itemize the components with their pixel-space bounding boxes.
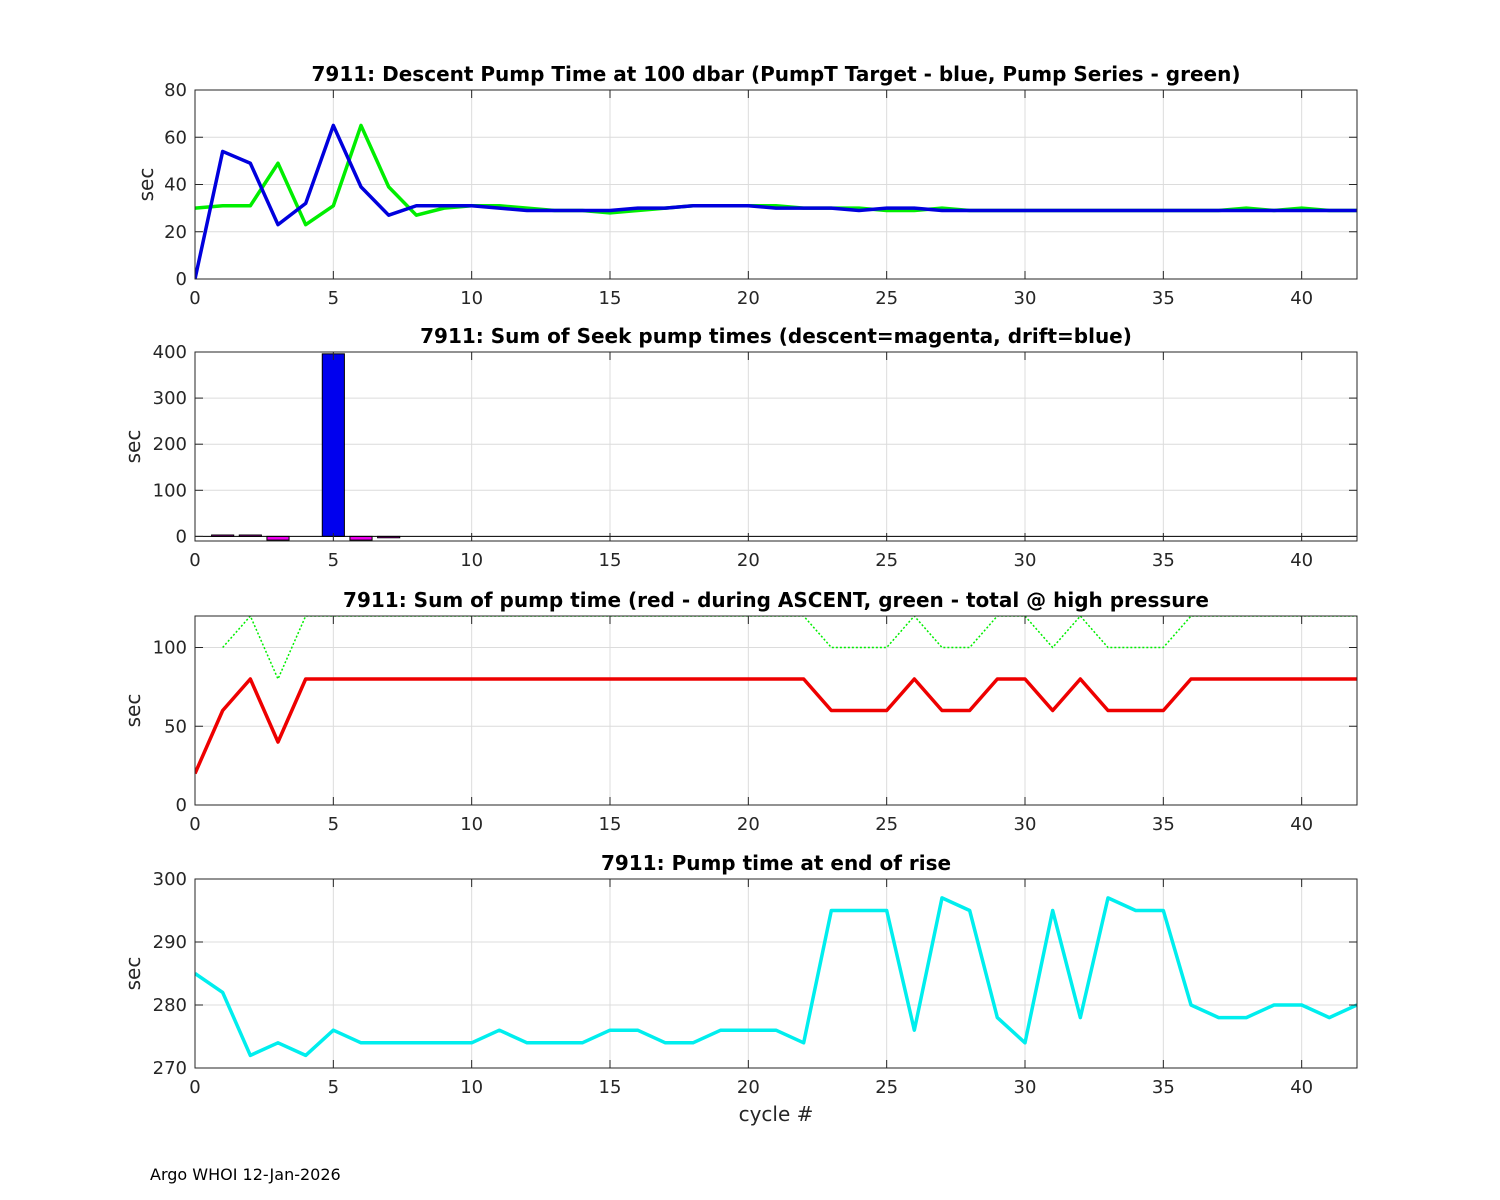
y-axis-label: sec <box>121 430 145 464</box>
x-tick-label: 10 <box>460 550 483 571</box>
x-tick-label: 35 <box>1152 814 1175 835</box>
y-tick-label: 60 <box>164 127 187 148</box>
y-tick-label: 40 <box>164 175 187 196</box>
x-tick-label: 40 <box>1290 288 1313 309</box>
x-tick-label: 30 <box>1014 288 1037 309</box>
x-tick-label: 35 <box>1152 288 1175 309</box>
y-tick-label: 50 <box>164 716 187 737</box>
footer-credit: Argo WHOI 12-Jan-2026 <box>150 1165 341 1184</box>
chart-title: 7911: Descent Pump Time at 100 dbar (Pum… <box>312 62 1241 86</box>
x-tick-label: 30 <box>1014 814 1037 835</box>
x-tick-label: 40 <box>1290 1077 1313 1098</box>
plot-marks <box>195 123 1357 279</box>
plot-area <box>195 616 1357 805</box>
chart-descent-pump-time: 0 5 10 15 20 25 30 35 40 0 20 40 60 80 7911: Descent P… <box>134 62 1358 309</box>
y-tick-label: 20 <box>164 222 187 243</box>
x-tick-label: 20 <box>737 1077 760 1098</box>
chart-title: 7911: Sum of pump time (red - during ASC… <box>343 588 1209 612</box>
y-tick-label: 270 <box>153 1058 187 1079</box>
x-tick-label: 40 <box>1290 550 1313 571</box>
x-tick-label: 35 <box>1152 1077 1175 1098</box>
y-tick-label: 100 <box>153 638 187 659</box>
x-tick-label: 0 <box>189 550 200 571</box>
x-tick-label: 30 <box>1014 1077 1037 1098</box>
x-tick-label: 25 <box>875 550 898 571</box>
x-tick-label: 15 <box>599 550 622 571</box>
x-tick-label: 35 <box>1152 550 1175 571</box>
x-tick-label: 20 <box>737 814 760 835</box>
series-line-1 <box>195 677 1357 775</box>
x-tick-label: 0 <box>189 814 200 835</box>
x-tick-label: 15 <box>599 288 622 309</box>
x-axis-label: cycle # <box>739 1102 814 1126</box>
bar-cycle-3 <box>266 535 290 541</box>
y-axis-label: sec <box>134 168 158 202</box>
y-axis-label: sec <box>121 957 145 991</box>
plot-marks <box>195 896 1357 1058</box>
x-tick-label: 25 <box>875 1077 898 1098</box>
x-tick-label: 5 <box>328 1077 339 1098</box>
y-tick-label: 280 <box>153 995 187 1016</box>
x-tick-label: 30 <box>1014 550 1037 571</box>
x-tick-label: 20 <box>737 288 760 309</box>
x-tick-label: 25 <box>875 814 898 835</box>
x-tick-label: 5 <box>328 814 339 835</box>
chart-title: 7911: Pump time at end of rise <box>601 851 951 875</box>
x-tick-label: 10 <box>460 814 483 835</box>
axes-box <box>194 615 1358 806</box>
chart-pump-time-end-of-rise: 0 5 10 15 20 25 30 35 40 270 280 290 300 7911: Pump t… <box>121 851 1358 1126</box>
y-tick-label: 300 <box>153 388 187 409</box>
chart-sum-pump-time: 0 5 10 15 20 25 30 35 40 0 50 100 7911: Sum of pump … <box>121 588 1358 835</box>
y-tick-label: 80 <box>164 80 187 101</box>
bar-cycle-5 <box>321 353 345 537</box>
x-tick-label: 15 <box>599 814 622 835</box>
x-tick-label: 40 <box>1290 814 1313 835</box>
axes-box <box>194 351 1358 542</box>
bar-cycle-6 <box>349 535 373 541</box>
y-tick-label: 0 <box>176 269 187 290</box>
x-tick-label: 20 <box>737 550 760 571</box>
series-line-1 <box>195 123 1357 279</box>
x-tick-label: 10 <box>460 288 483 309</box>
plot-marks <box>195 616 1357 775</box>
x-tick-label: 5 <box>328 288 339 309</box>
x-tick-label: 15 <box>599 1077 622 1098</box>
x-tick-label: 10 <box>460 1077 483 1098</box>
y-tick-label: 400 <box>153 342 187 363</box>
axes-box <box>194 878 1358 1069</box>
y-tick-label: 300 <box>153 869 187 890</box>
x-tick-label: 5 <box>328 550 339 571</box>
y-tick-label: 0 <box>176 795 187 816</box>
x-tick-label: 0 <box>189 288 200 309</box>
y-tick-label: 290 <box>153 932 187 953</box>
plot-area <box>195 352 1357 541</box>
chart-title: 7911: Sum of Seek pump times (descent=ma… <box>420 324 1132 348</box>
y-tick-label: 0 <box>176 526 187 547</box>
y-axis-label: sec <box>121 694 145 728</box>
x-tick-label: 0 <box>189 1077 200 1098</box>
x-tick-label: 25 <box>875 288 898 309</box>
series-line-0 <box>195 896 1357 1058</box>
y-tick-label: 100 <box>153 480 187 501</box>
y-tick-label: 200 <box>153 434 187 455</box>
